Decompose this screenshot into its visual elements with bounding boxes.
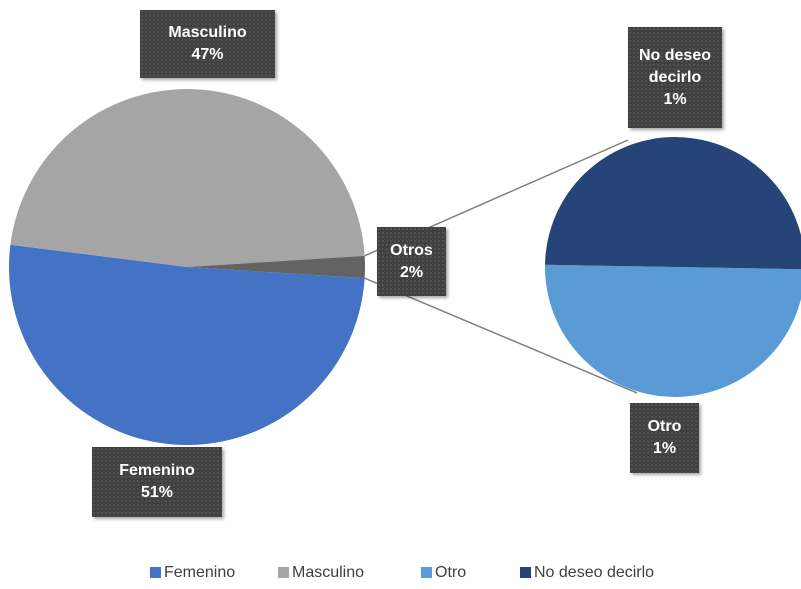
data-label: Masculino 47% (140, 10, 275, 78)
legend-label: No deseo decirlo (534, 564, 655, 581)
legend-label: Otro (435, 564, 467, 581)
legend-swatch (421, 567, 432, 578)
data-label: Otros 2% (377, 227, 446, 296)
data-label-name: Otros (390, 241, 433, 259)
data-label-value: 47% (191, 46, 224, 63)
data-label: Femenino 51% (92, 447, 222, 517)
pie-slice (545, 137, 801, 270)
data-label-name: Otro (647, 418, 682, 435)
data-label-value: 2% (399, 263, 424, 281)
data-label-name: Femenino (119, 462, 195, 479)
pie-slice (187, 255, 365, 279)
legend-label: Masculino (292, 564, 365, 581)
connector-line (364, 277, 638, 394)
legend-swatch (278, 567, 289, 578)
data-label-name: No deseo decirlo (638, 46, 711, 86)
data-label-value: 1% (652, 440, 677, 457)
data-label: No deseo decirlo 1% (628, 27, 722, 128)
data-label: Otro 1% (630, 403, 699, 473)
data-label-name: Masculino (168, 24, 247, 41)
data-label-value: 51% (140, 484, 174, 501)
data-label-value: 1% (663, 90, 687, 108)
legend-swatch (150, 567, 161, 578)
legend-label: Femenino (164, 564, 236, 581)
legend-swatch (520, 567, 531, 578)
pie-slice (10, 89, 365, 267)
pie-slice (8, 244, 365, 446)
pie-slice (545, 264, 801, 397)
